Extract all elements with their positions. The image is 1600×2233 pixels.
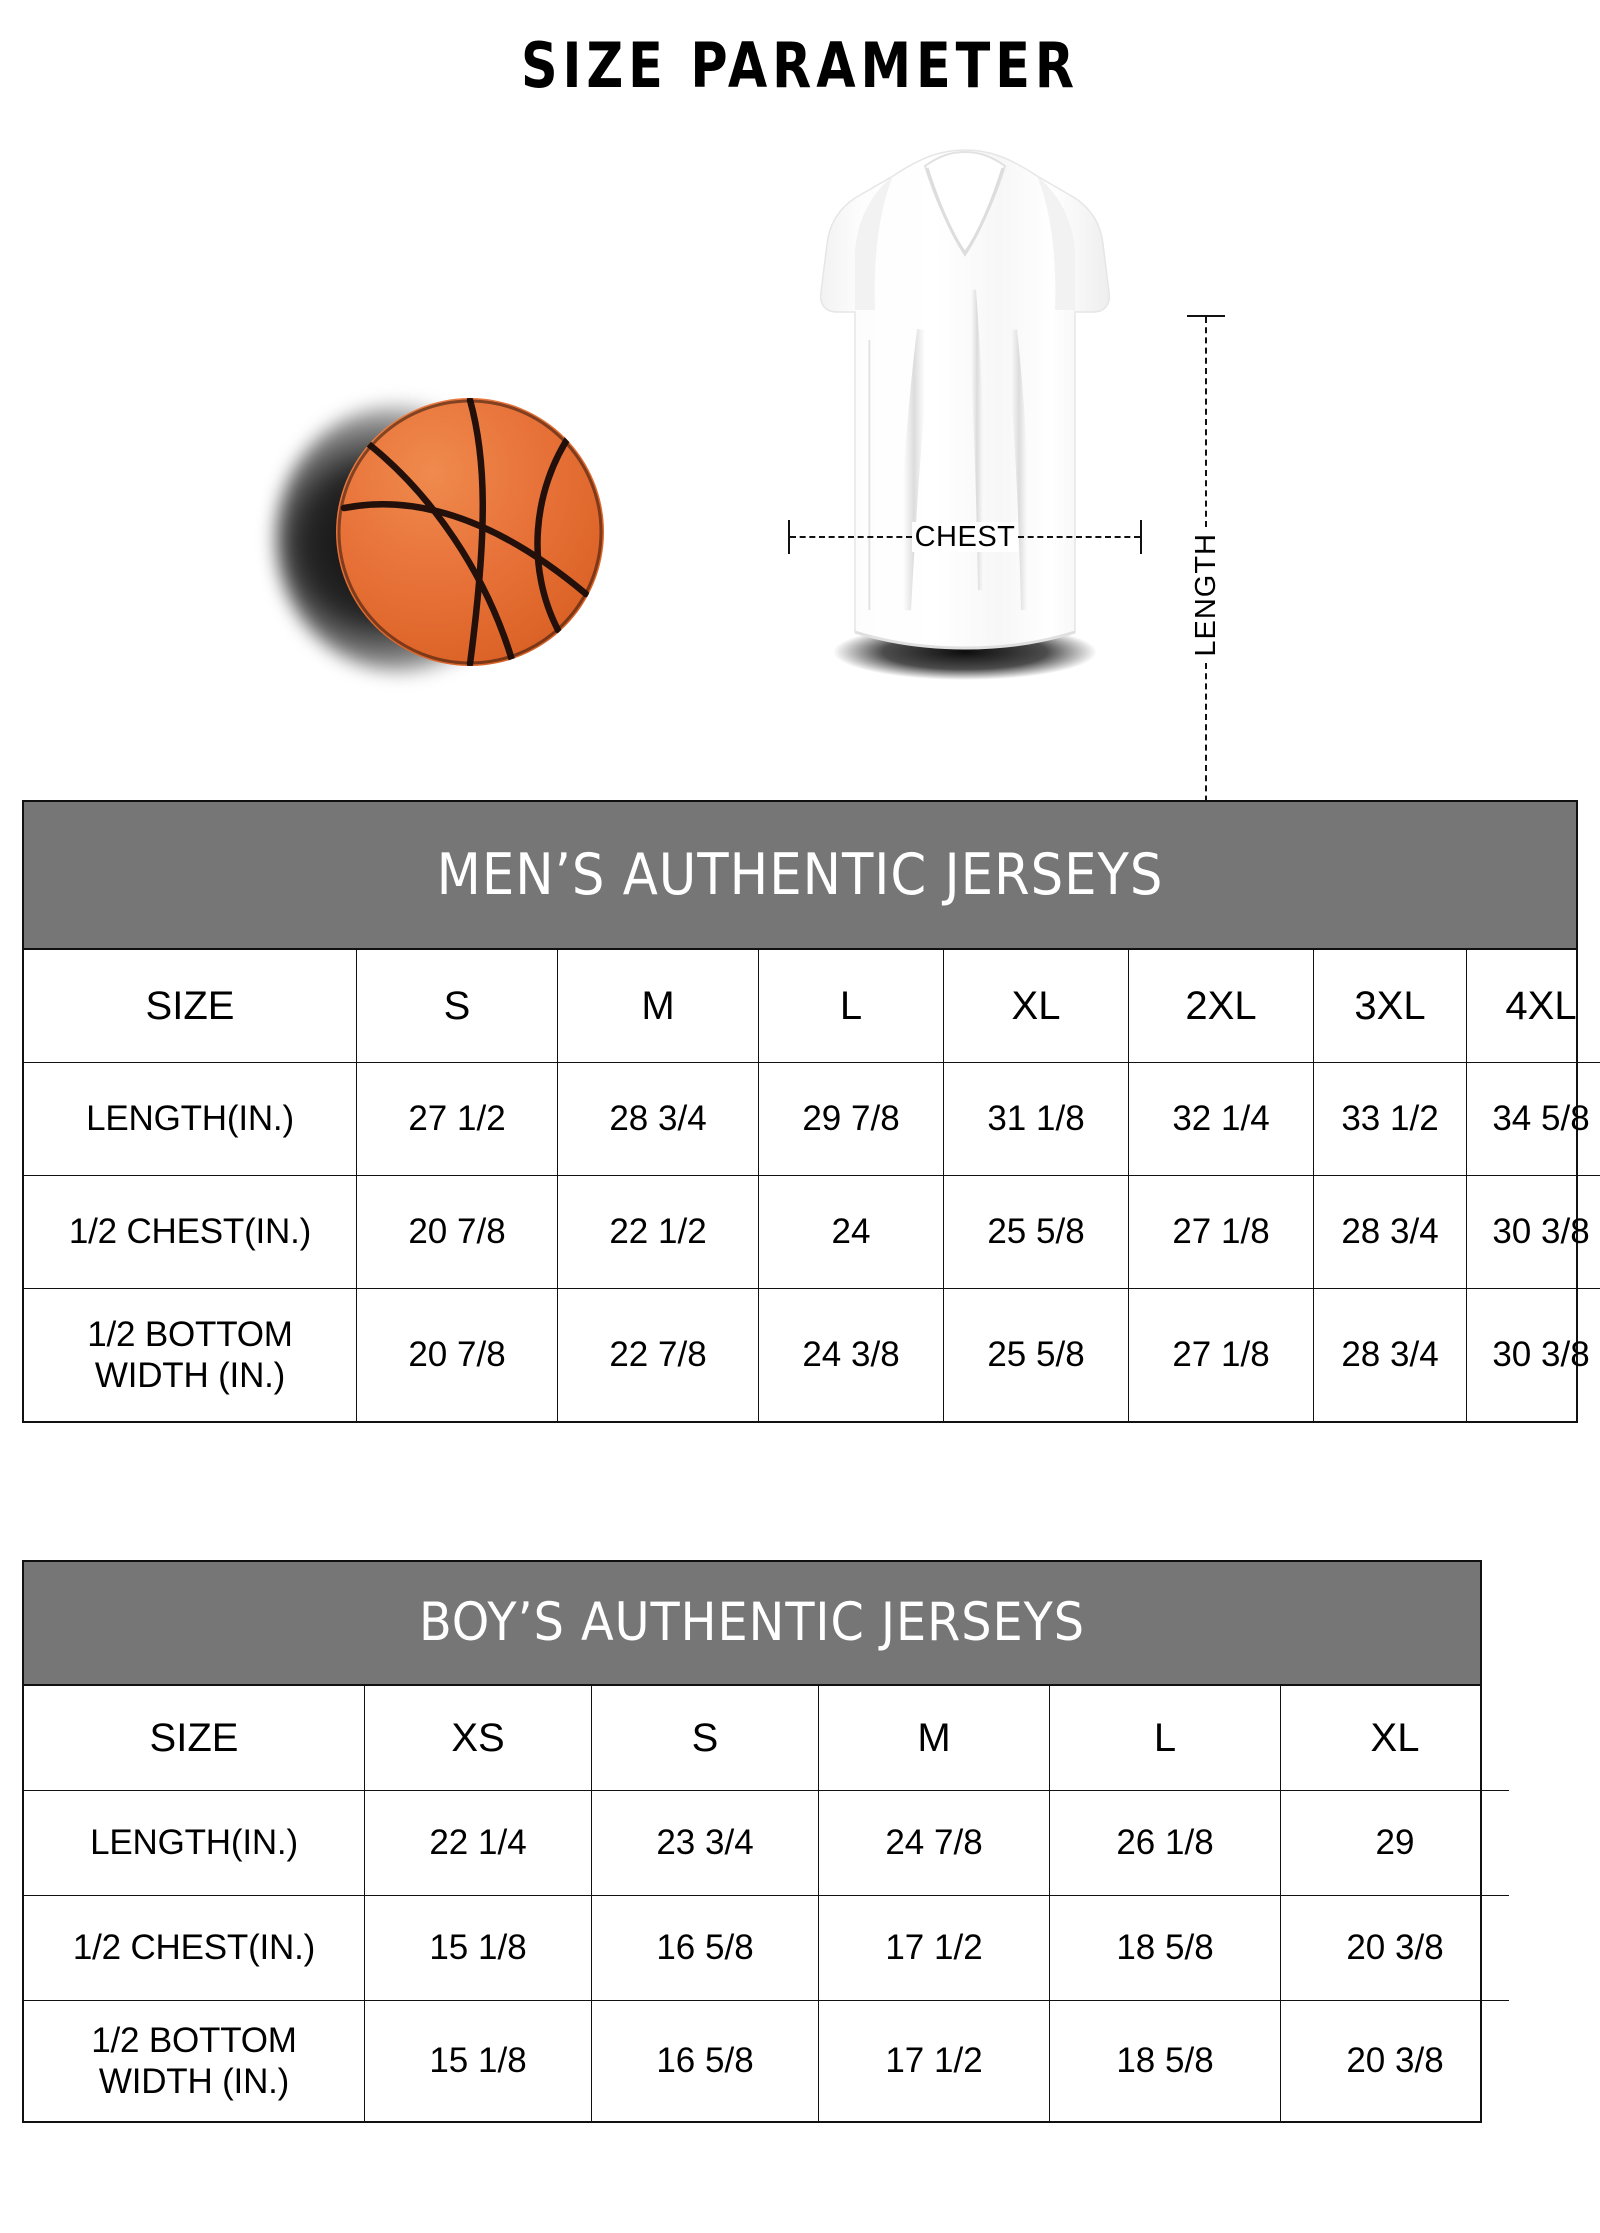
boys-bottom-m: 17 1/2 (818, 2000, 1050, 2121)
mens-header-l: L (758, 950, 944, 1063)
mens-row-label-bottom-width: 1/2 BOTTOM WIDTH (IN.) (24, 1288, 357, 1421)
mens-bottom-3xl: 28 3/4 (1313, 1288, 1467, 1421)
mens-bottom-xl: 25 5/8 (943, 1288, 1129, 1421)
boys-chest-m: 17 1/2 (818, 1895, 1050, 2001)
mens-bottom-s: 20 7/8 (356, 1288, 558, 1421)
mens-length-3xl: 33 1/2 (1313, 1062, 1467, 1176)
mens-header-size: SIZE (24, 950, 357, 1063)
boys-table-title: BOY’S AUTHENTIC JERSEYS (24, 1562, 1480, 1686)
mens-header-m: M (557, 950, 759, 1063)
table-header-row: SIZE S M L XL 2XL 3XL 4XL (24, 950, 1600, 1063)
jersey-icon (775, 140, 1155, 720)
boys-bottom-s: 16 5/8 (591, 2000, 819, 2121)
boys-chest-xs: 15 1/8 (364, 1895, 592, 2001)
boys-chest-s: 16 5/8 (591, 1895, 819, 2001)
chest-cap-left (788, 520, 790, 554)
chest-cap-right (1140, 520, 1143, 554)
mens-row-label-chest: 1/2 CHEST(IN.) (24, 1175, 357, 1289)
boys-header-m: M (818, 1686, 1050, 1791)
boys-size-table: SIZE XS S M L XL LENGTH(IN.) 22 1/4 23 3… (24, 1686, 1509, 2121)
boys-length-xs: 22 1/4 (364, 1790, 592, 1896)
length-label: LENGTH (1190, 533, 1222, 657)
boys-header-xl: XL (1280, 1686, 1509, 1791)
boys-header-s: S (591, 1686, 819, 1791)
length-measure-line: LENGTH (1186, 315, 1226, 876)
mens-chest-l: 24 (758, 1175, 944, 1289)
mens-size-table-block: MEN’S AUTHENTIC JERSEYS SIZE S M L XL 2X… (22, 800, 1600, 1423)
mens-chest-m: 22 1/2 (557, 1175, 759, 1289)
boys-length-l: 26 1/8 (1049, 1790, 1281, 1896)
mens-length-2xl: 32 1/4 (1128, 1062, 1314, 1176)
mens-size-table: SIZE S M L XL 2XL 3XL 4XL LENGTH(IN.) 27… (24, 950, 1600, 1421)
length-cap-top (1187, 315, 1225, 317)
mens-header-4xl: 4XL (1466, 950, 1600, 1063)
table-row: 1/2 CHEST(IN.) 20 7/8 22 1/2 24 25 5/8 2… (24, 1175, 1600, 1289)
illustration-area: CHEST LENGTH (0, 140, 1600, 876)
basketball-icon (276, 390, 618, 690)
boys-bottom-xl: 20 3/8 (1280, 2000, 1509, 2121)
boys-size-table-block: BOY’S AUTHENTIC JERSEYS SIZE XS S M L XL… (22, 1560, 1509, 2123)
basketball-sphere (336, 398, 604, 666)
chest-measure-line: CHEST (788, 520, 1143, 554)
mens-length-4xl: 34 5/8 (1466, 1062, 1600, 1176)
mens-bottom-label-line1: 1/2 BOTTOM (87, 1314, 293, 1354)
mens-bottom-2xl: 27 1/8 (1128, 1288, 1314, 1421)
boys-bottom-xs: 15 1/8 (364, 2000, 592, 2121)
boys-bottom-l: 18 5/8 (1049, 2000, 1281, 2121)
basketball-seams-icon (337, 398, 603, 666)
boys-length-s: 23 3/4 (591, 1790, 819, 1896)
length-dash-bottom (1205, 662, 1207, 874)
mens-length-xl: 31 1/8 (943, 1062, 1129, 1176)
table-row: LENGTH(IN.) 22 1/4 23 3/4 24 7/8 26 1/8 … (24, 1790, 1509, 1896)
mens-chest-3xl: 28 3/4 (1313, 1175, 1467, 1289)
table-row: LENGTH(IN.) 27 1/2 28 3/4 29 7/8 31 1/8 … (24, 1062, 1600, 1176)
mens-header-xl: XL (943, 950, 1129, 1063)
table-row: 1/2 CHEST(IN.) 15 1/8 16 5/8 17 1/2 18 5… (24, 1895, 1509, 2001)
page-title: SIZE PARAMETER (520, 29, 1080, 102)
length-dash-top (1205, 317, 1207, 528)
table-row: 1/2 BOTTOM WIDTH (IN.) 20 7/8 22 7/8 24 … (24, 1288, 1600, 1421)
mens-length-s: 27 1/2 (356, 1062, 558, 1176)
boys-header-size: SIZE (24, 1686, 365, 1791)
chest-label: CHEST (911, 522, 1019, 552)
boys-header-xs: XS (364, 1686, 592, 1791)
mens-row-label-length: LENGTH(IN.) (24, 1062, 357, 1176)
mens-bottom-l: 24 3/8 (758, 1288, 944, 1421)
mens-bottom-label-line2: WIDTH (IN.) (94, 1356, 286, 1395)
mens-chest-4xl: 30 3/8 (1466, 1175, 1600, 1289)
mens-bottom-m: 22 7/8 (557, 1288, 759, 1421)
mens-chest-xl: 25 5/8 (943, 1175, 1129, 1289)
mens-header-2xl: 2XL (1128, 950, 1314, 1063)
mens-header-s: S (356, 950, 558, 1063)
boys-row-label-length: LENGTH(IN.) (24, 1790, 365, 1896)
table-row: 1/2 BOTTOM WIDTH (IN.) 15 1/8 16 5/8 17 … (24, 2000, 1509, 2121)
boys-length-m: 24 7/8 (818, 1790, 1050, 1896)
boys-bottom-label-line1: 1/2 BOTTOM (91, 2020, 297, 2060)
boys-length-xl: 29 (1280, 1790, 1509, 1896)
boys-row-label-chest: 1/2 CHEST(IN.) (24, 1895, 365, 2001)
boys-chest-xl: 20 3/8 (1280, 1895, 1509, 2001)
mens-chest-s: 20 7/8 (356, 1175, 558, 1289)
table-header-row: SIZE XS S M L XL (24, 1686, 1509, 1791)
mens-length-m: 28 3/4 (557, 1062, 759, 1176)
chest-dash-right (1018, 536, 1141, 538)
boys-header-l: L (1049, 1686, 1281, 1791)
mens-bottom-4xl: 30 3/8 (1466, 1288, 1600, 1421)
mens-length-l: 29 7/8 (758, 1062, 944, 1176)
mens-table-title: MEN’S AUTHENTIC JERSEYS (24, 802, 1576, 950)
jersey-illustration (819, 149, 1111, 680)
boys-bottom-label-line2: WIDTH (IN.) (98, 2062, 290, 2101)
mens-header-3xl: 3XL (1313, 950, 1467, 1063)
chest-dash-left (790, 536, 912, 538)
boys-row-label-bottom-width: 1/2 BOTTOM WIDTH (IN.) (24, 2000, 365, 2121)
boys-chest-l: 18 5/8 (1049, 1895, 1281, 2001)
mens-chest-2xl: 27 1/8 (1128, 1175, 1314, 1289)
